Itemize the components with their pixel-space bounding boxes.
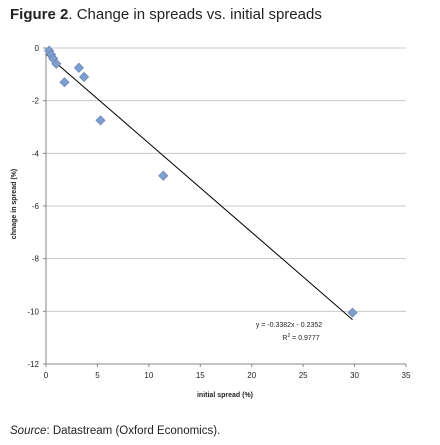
r-squared-label: R2 = 0.9777 bbox=[282, 333, 319, 342]
trendline-group bbox=[45, 53, 353, 320]
x-tick-label: 20 bbox=[247, 371, 256, 380]
source-note: Source: Datastream (Oxford Economics). bbox=[10, 425, 220, 437]
scatter-chart: 0 -2 -4 -6 -8 -10 -12 0 5 10 15 20 25 30 35 initial s… bbox=[11, 44, 411, 399]
x-axis-label: initial spread (%) bbox=[197, 392, 253, 399]
trendline-equation: y = -0.3382x - 0.2352 bbox=[256, 322, 322, 329]
data-point bbox=[51, 58, 62, 69]
x-tick-label: 0 bbox=[44, 371, 49, 380]
data-point bbox=[95, 115, 106, 126]
r-squared-letter: R bbox=[282, 335, 287, 342]
y-tick-label: -10 bbox=[27, 307, 39, 316]
r-squared-value: = 0.9777 bbox=[290, 335, 319, 342]
y-tick-label: -2 bbox=[32, 97, 40, 106]
source-text: : Datastream (Oxford Economics). bbox=[46, 425, 221, 437]
figure-title-text: . Change in spreads vs. initial spreads bbox=[68, 6, 322, 23]
y-tick-label: -8 bbox=[32, 255, 40, 264]
r-squared-exponent: 2 bbox=[287, 333, 290, 339]
y-tick-label: -4 bbox=[32, 149, 40, 158]
data-point bbox=[59, 77, 70, 88]
x-tick-label: 30 bbox=[350, 371, 359, 380]
x-tick-labels: 0 5 10 15 20 25 30 35 bbox=[44, 371, 411, 380]
x-tick-label: 10 bbox=[144, 371, 153, 380]
data-point bbox=[347, 307, 358, 318]
figure-label: Figure 2 bbox=[10, 6, 69, 23]
source-label: Source bbox=[10, 425, 47, 437]
data-points bbox=[44, 45, 358, 318]
x-tick-label: 25 bbox=[299, 371, 308, 380]
figure-title: Figure 2. Change in spreads vs. initial … bbox=[10, 6, 322, 23]
axes bbox=[43, 47, 407, 367]
y-tick-label: -12 bbox=[27, 360, 39, 369]
data-point bbox=[73, 62, 84, 73]
y-tick-labels: 0 -2 -4 -6 -8 -10 -12 bbox=[27, 44, 39, 369]
x-tick-label: 35 bbox=[402, 371, 411, 380]
y-axis-label: chnage in spread (%) bbox=[11, 169, 18, 239]
trendline bbox=[45, 53, 353, 320]
x-tick-label: 15 bbox=[196, 371, 205, 380]
y-tick-label: 0 bbox=[35, 44, 40, 53]
gridlines bbox=[46, 47, 406, 312]
data-point bbox=[158, 170, 169, 181]
x-tick-label: 5 bbox=[95, 371, 100, 380]
y-tick-label: -6 bbox=[32, 202, 40, 211]
data-point bbox=[78, 71, 90, 83]
